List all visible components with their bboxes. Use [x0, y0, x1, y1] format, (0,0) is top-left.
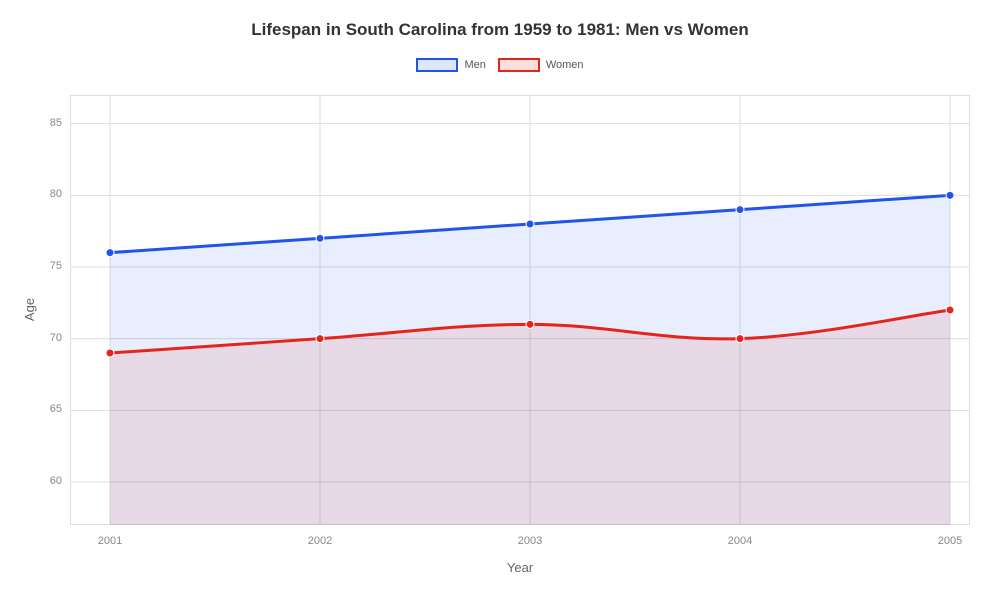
- legend-swatch-men: [416, 58, 458, 72]
- marker-series-0-pt-3: [736, 206, 744, 214]
- marker-series-1-pt-1: [316, 335, 324, 343]
- legend-swatch-women: [498, 58, 540, 72]
- x-tick-label: 2003: [510, 535, 550, 547]
- chart-title: Lifespan in South Carolina from 1959 to …: [0, 0, 1000, 40]
- y-tick-label: 75: [50, 260, 62, 272]
- marker-series-1-pt-0: [106, 349, 114, 357]
- marker-series-1-pt-3: [736, 335, 744, 343]
- x-tick-label: 2004: [720, 535, 760, 547]
- y-axis-title: Age: [22, 298, 37, 321]
- x-axis-title: Year: [500, 560, 540, 575]
- x-tick-label: 2002: [300, 535, 340, 547]
- legend-label-women: Women: [546, 59, 584, 71]
- plot-area: [70, 95, 970, 525]
- legend-item-men: Men: [416, 58, 485, 72]
- y-tick-label: 60: [50, 475, 62, 487]
- marker-series-0-pt-1: [316, 234, 324, 242]
- legend-label-men: Men: [464, 59, 485, 71]
- legend-item-women: Women: [498, 58, 584, 72]
- y-tick-label: 85: [50, 117, 62, 129]
- marker-series-0-pt-4: [946, 191, 954, 199]
- x-tick-label: 2005: [930, 535, 970, 547]
- marker-series-0-pt-0: [106, 249, 114, 257]
- y-tick-label: 65: [50, 403, 62, 415]
- x-tick-label: 2001: [90, 535, 130, 547]
- marker-series-1-pt-4: [946, 306, 954, 314]
- marker-series-0-pt-2: [526, 220, 534, 228]
- legend: Men Women: [0, 58, 1000, 72]
- y-tick-label: 80: [50, 188, 62, 200]
- y-tick-label: 70: [50, 332, 62, 344]
- chart-container: Lifespan in South Carolina from 1959 to …: [0, 0, 1000, 600]
- marker-series-1-pt-2: [526, 320, 534, 328]
